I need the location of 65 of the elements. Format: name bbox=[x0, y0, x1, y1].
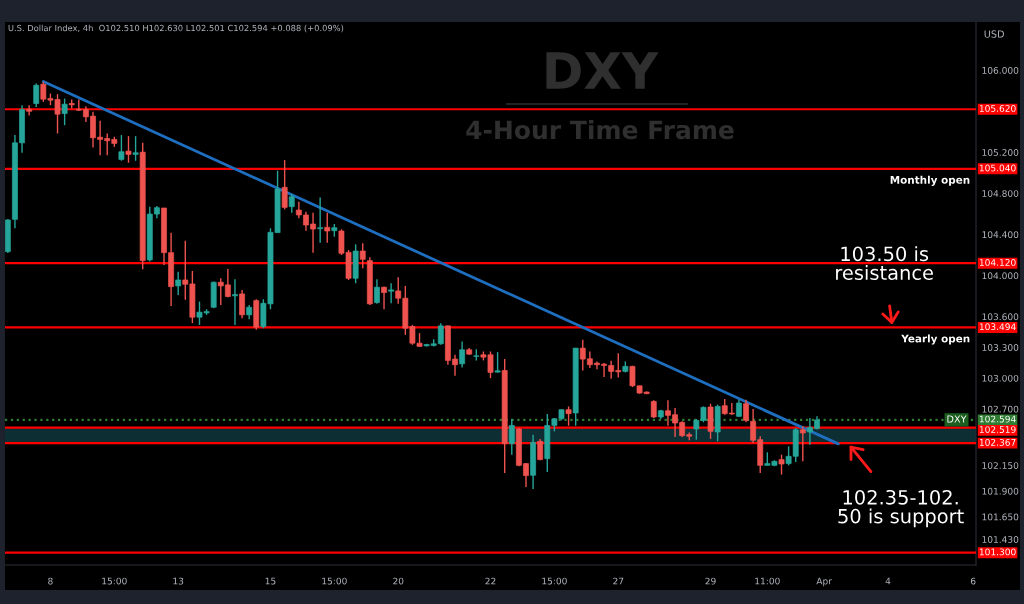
y-tick-label: 101.430 bbox=[982, 536, 1019, 543]
y-tick-label: 104.000 bbox=[982, 272, 1019, 280]
candlestick bbox=[175, 270, 182, 296]
ref-line-label: 105.040 bbox=[979, 164, 1016, 172]
candlestick bbox=[374, 278, 380, 305]
candlestick bbox=[494, 351, 501, 374]
ref-line-label: 101.300 bbox=[979, 548, 1016, 556]
ref-line-label: 104.120 bbox=[979, 259, 1016, 266]
x-tick-label: 8 bbox=[48, 577, 53, 585]
y-tick-label: 101.900 bbox=[982, 487, 1019, 495]
x-tick-label: 20 bbox=[393, 577, 404, 585]
x-tick-label: 22 bbox=[485, 577, 496, 585]
candlestick bbox=[388, 282, 395, 304]
x-tick-label: 15:00 bbox=[542, 577, 567, 585]
annotation: 102.35-102. 50 is support bbox=[838, 489, 964, 528]
x-tick-label: 15:00 bbox=[322, 577, 347, 585]
candlestick bbox=[239, 289, 245, 319]
candlestick bbox=[61, 97, 68, 126]
x-tick-label: Apr bbox=[816, 577, 832, 587]
candlestick bbox=[132, 135, 139, 162]
candlestick bbox=[118, 134, 125, 162]
ref-line-label: 102.519 bbox=[979, 426, 1016, 433]
x-tick-label: 15:00 bbox=[102, 577, 127, 585]
ref-line-label: 102.594 bbox=[979, 415, 1016, 423]
candlestick bbox=[288, 193, 295, 214]
y-tick-label: 101.650 bbox=[982, 513, 1019, 521]
ref-line-label: 105.620 bbox=[979, 105, 1016, 112]
y-tick-label: 105.200 bbox=[982, 149, 1019, 156]
candlestick bbox=[317, 196, 324, 244]
candlestick bbox=[232, 278, 238, 326]
annotation: Monthly open bbox=[890, 175, 970, 186]
x-tick-label: 6 bbox=[970, 577, 976, 585]
annotation: Yearly open bbox=[901, 334, 970, 345]
y-axis-title: USD bbox=[984, 30, 1004, 38]
annotation: 103.50 is resistance bbox=[836, 246, 933, 281]
candlestick bbox=[33, 82, 40, 108]
candlestick bbox=[508, 418, 515, 456]
x-tick-label: 15 bbox=[265, 577, 276, 585]
candlestick bbox=[459, 340, 466, 369]
ref-line-label: 102.367 bbox=[979, 438, 1016, 446]
candlestick bbox=[359, 242, 366, 269]
y-tick-label: 102.150 bbox=[982, 462, 1019, 469]
annotation: DXY bbox=[947, 415, 967, 423]
candlestick bbox=[743, 399, 749, 424]
x-tick-label: 13 bbox=[173, 577, 184, 585]
x-tick-label: 27 bbox=[613, 577, 624, 585]
y-tick-label: 104.400 bbox=[982, 231, 1019, 239]
ref-line-label: 103.494 bbox=[979, 323, 1016, 331]
candlestick bbox=[324, 212, 331, 244]
y-tick-label: 102.700 bbox=[982, 405, 1019, 413]
candlestick bbox=[26, 104, 33, 117]
candlestick bbox=[281, 159, 288, 211]
candlestick bbox=[799, 425, 806, 463]
y-tick-label: 103.600 bbox=[982, 313, 1019, 321]
y-tick-label: 104.800 bbox=[982, 190, 1019, 197]
annotation: U.S. Dollar Index, 4h O102.510 H102.630 L102.501 C102.594 +0.088 (+0.09%) bbox=[8, 24, 344, 33]
y-tick-label: 106.000 bbox=[982, 66, 1019, 74]
candlestick bbox=[125, 135, 132, 164]
x-tick-label: 11:00 bbox=[755, 577, 780, 585]
y-tick-label: 103.000 bbox=[982, 374, 1019, 382]
candlestick bbox=[778, 453, 785, 476]
x-tick-label: 4 bbox=[885, 577, 891, 585]
candlestick bbox=[565, 405, 572, 427]
x-tick-label: 29 bbox=[705, 577, 716, 585]
y-tick-label: 103.300 bbox=[982, 344, 1019, 351]
